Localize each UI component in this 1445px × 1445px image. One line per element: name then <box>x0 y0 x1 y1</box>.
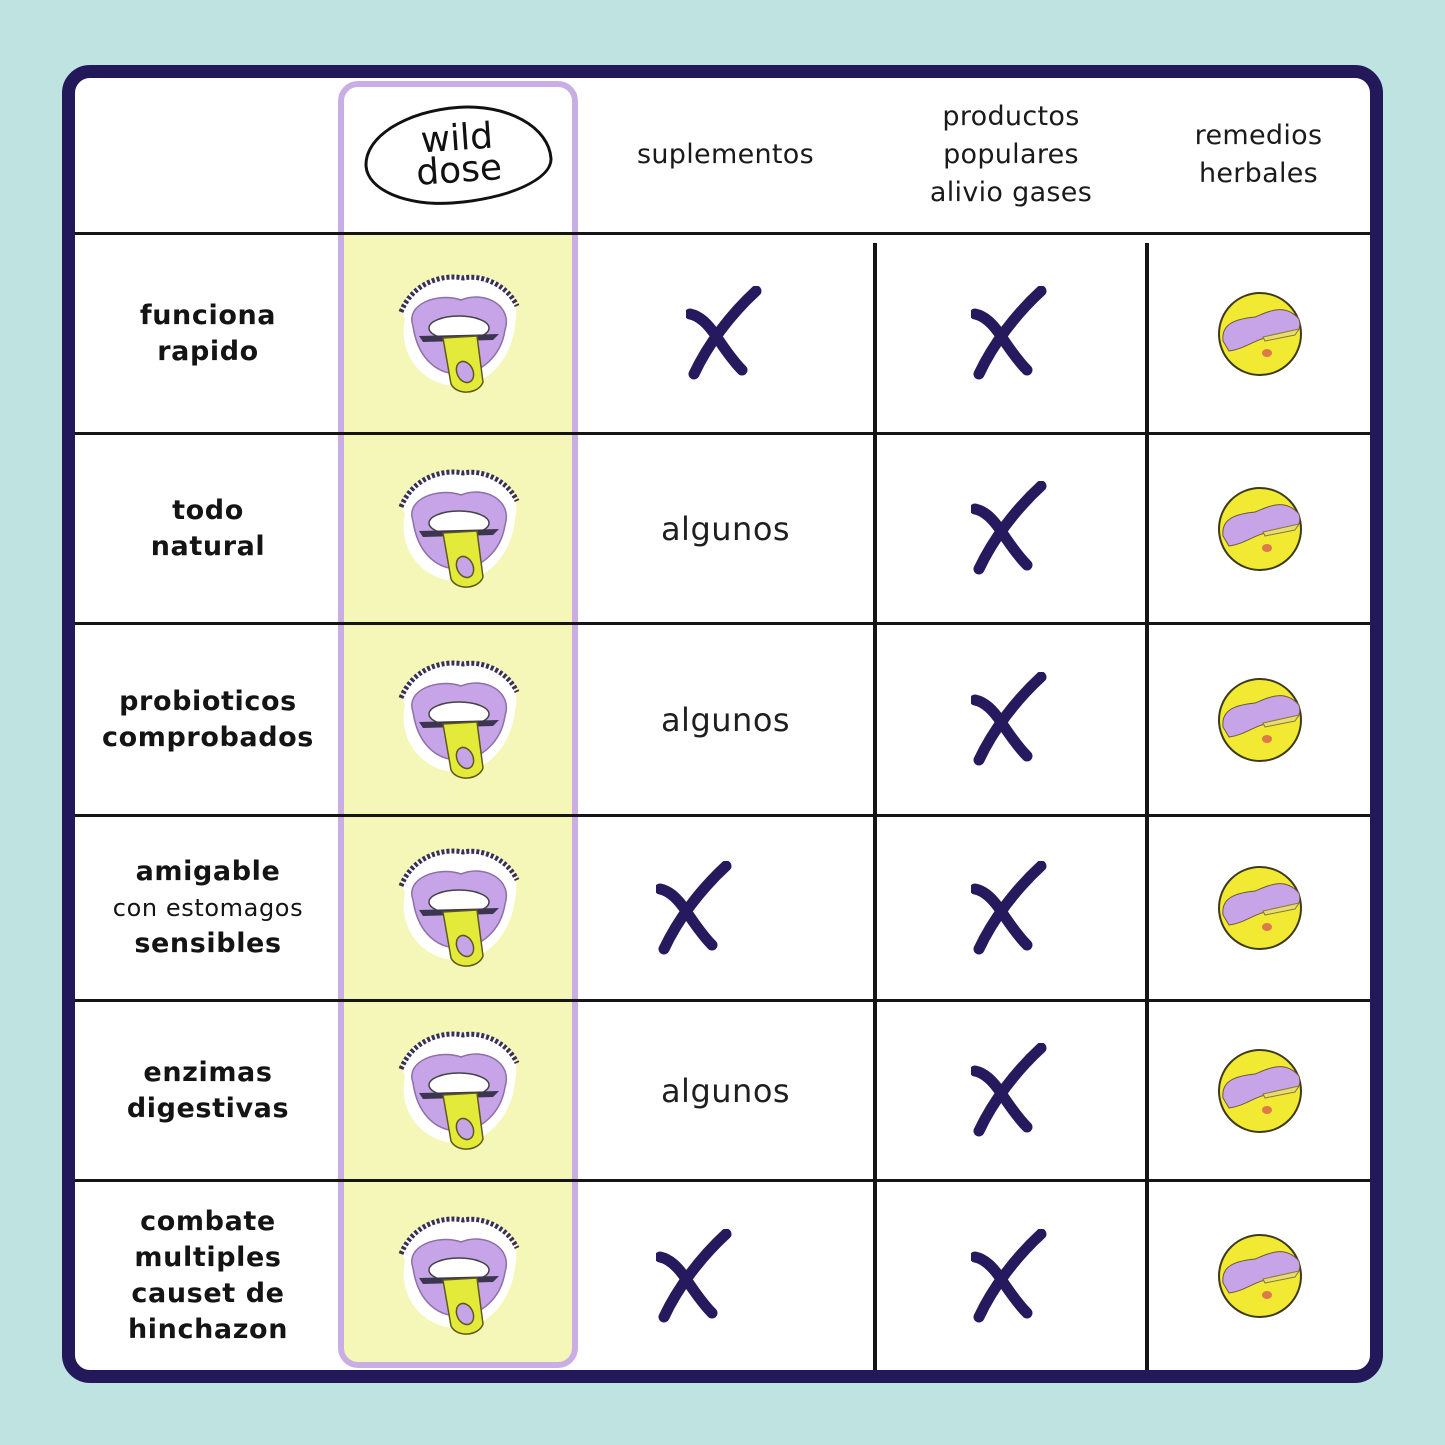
comparison-table-frame: wild dose suplementos productos populare… <box>62 65 1383 1383</box>
herbal-pill-icon <box>1217 486 1302 571</box>
cell-wild-dose <box>338 435 578 622</box>
pacifier-icon <box>398 1216 520 1335</box>
header-remedios-herbales: remedios herbales <box>1147 78 1370 232</box>
cell-productos-populares <box>877 1182 1145 1370</box>
cell-productos-populares <box>877 625 1145 814</box>
cell-remedios-herbales <box>1149 1002 1370 1179</box>
cell-productos-populares <box>877 1002 1145 1179</box>
column-divider <box>873 243 877 1370</box>
row-label: amigable con estomagos sensibles <box>75 817 341 999</box>
herbal-pill-icon <box>1217 1048 1302 1133</box>
row-label: todo natural <box>75 435 341 622</box>
cell-suplementos <box>548 1182 843 1370</box>
row-label-text: todo <box>172 494 244 526</box>
row-label: probioticos comprobados <box>75 625 341 814</box>
header-wild-dose: wild dose <box>338 78 578 232</box>
row-label-text: rapido <box>157 335 259 367</box>
comparison-table: wild dose suplementos productos populare… <box>75 78 1370 1370</box>
cell-wild-dose <box>338 1182 578 1370</box>
row-divider <box>75 814 1370 817</box>
herbal-pill-icon <box>1217 866 1302 950</box>
pacifier-icon <box>398 848 520 967</box>
cross-icon <box>971 1043 1047 1137</box>
row-label-text: causet de <box>131 1278 285 1309</box>
cell-remedios-herbales <box>1149 435 1370 622</box>
cross-icon <box>655 1228 731 1322</box>
row-divider <box>75 1179 1370 1182</box>
cell-productos-populares <box>877 235 1145 432</box>
row-label: funciona rapido <box>75 235 341 432</box>
cell-wild-dose <box>338 817 578 999</box>
value-text: algunos <box>660 509 791 548</box>
herbal-pill-icon <box>1217 291 1302 376</box>
row-label-text: multiples <box>134 1242 282 1273</box>
header-text: populares <box>943 139 1079 170</box>
cross-icon <box>971 672 1047 766</box>
row-label-text: enzimas <box>143 1056 273 1088</box>
header-productos-populares: productos populares alivio gases <box>875 78 1147 232</box>
herbal-pill-icon <box>1217 1234 1302 1318</box>
header-divider <box>75 232 1370 235</box>
pacifier-icon <box>398 660 520 779</box>
row-label-text: con estomagos <box>112 894 304 922</box>
cell-remedios-herbales <box>1149 817 1370 999</box>
cell-wild-dose <box>338 625 578 814</box>
row-label-text: amigable <box>135 856 281 887</box>
header-text: herbales <box>1198 158 1319 189</box>
header-text: suplementos <box>637 139 814 170</box>
cell-remedios-herbales <box>1149 625 1370 814</box>
cross-icon <box>971 481 1047 575</box>
header-text: productos <box>942 101 1080 132</box>
pacifier-icon <box>398 274 520 393</box>
cell-remedios-herbales <box>1149 235 1370 432</box>
cross-icon <box>685 286 761 380</box>
row-label-text: funciona <box>139 299 277 331</box>
value-text: algunos <box>660 700 791 739</box>
pacifier-icon <box>398 469 520 588</box>
cell-productos-populares <box>877 817 1145 999</box>
cell-suplementos: algunos <box>578 625 873 814</box>
row-label-text: natural <box>150 530 266 562</box>
pacifier-icon <box>398 1031 520 1150</box>
row-divider <box>75 999 1370 1002</box>
cell-suplementos <box>548 817 843 999</box>
row-label: enzimas digestivas <box>75 1002 341 1179</box>
row-label-text: sensibles <box>134 928 282 959</box>
row-label: combate multiples causet de hinchazon <box>75 1182 341 1370</box>
cross-icon <box>971 860 1047 954</box>
cross-icon <box>655 860 731 954</box>
cell-suplementos: algunos <box>578 435 873 622</box>
header-suplementos: suplementos <box>578 78 873 232</box>
cell-suplementos <box>578 235 873 432</box>
row-label-text: digestivas <box>126 1092 290 1124</box>
cell-wild-dose <box>338 235 578 432</box>
header-text: alivio gases <box>929 177 1093 208</box>
row-label-text: probioticos <box>119 685 297 717</box>
cell-remedios-herbales <box>1149 1182 1370 1370</box>
row-label-text: combate <box>140 1206 276 1237</box>
herbal-pill-icon <box>1217 677 1302 762</box>
column-divider <box>1145 243 1149 1370</box>
row-label-text: comprobados <box>102 721 314 753</box>
cell-suplementos: algunos <box>578 1002 873 1179</box>
cell-productos-populares <box>877 435 1145 622</box>
row-divider <box>75 432 1370 435</box>
row-divider <box>75 622 1370 625</box>
value-text: algunos <box>660 1071 791 1110</box>
cell-wild-dose <box>338 1002 578 1179</box>
cross-icon <box>971 1228 1047 1322</box>
header-text: remedios <box>1194 120 1323 151</box>
cross-icon <box>971 286 1047 380</box>
row-label-text: hinchazon <box>127 1314 289 1345</box>
logo-line-2: dose <box>414 147 504 194</box>
wild-dose-logo: wild dose <box>360 99 556 211</box>
